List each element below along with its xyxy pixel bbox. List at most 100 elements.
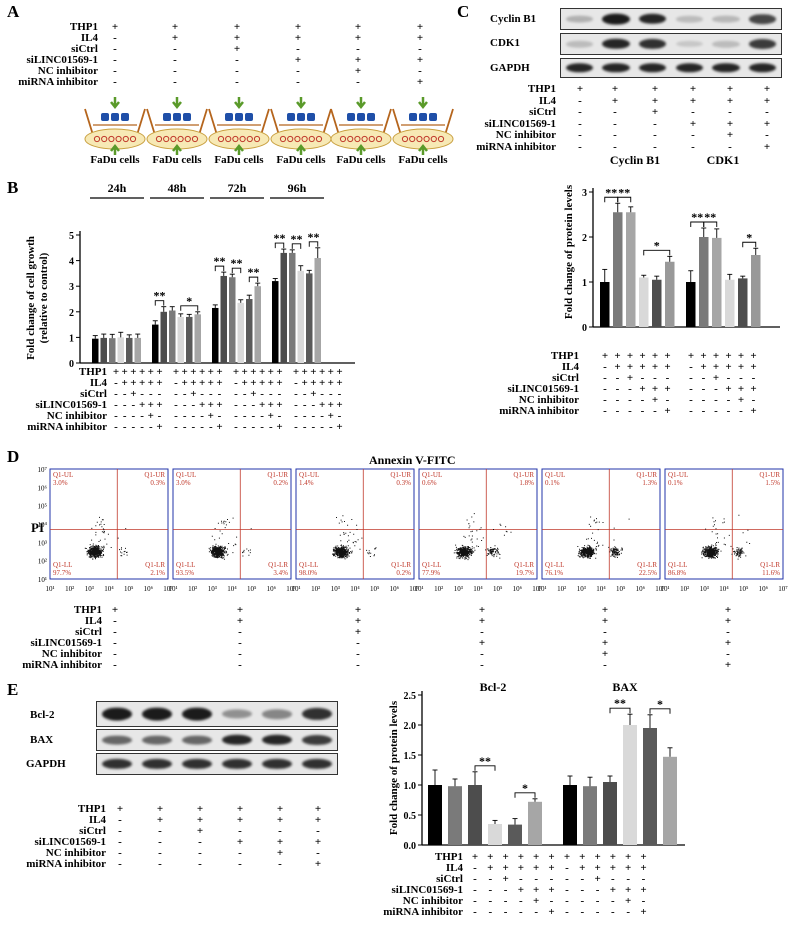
b-sig-2-stars: ** <box>214 254 226 268</box>
blotC1-band-5 <box>748 39 777 49</box>
flow-xtick-5-4: 10⁵ <box>739 585 749 593</box>
d-sign-r5-c5: + <box>724 659 732 671</box>
e-sign-g1-r3-c4: + <box>625 884 632 896</box>
b-sign-g2-r1-c1: + <box>241 377 248 389</box>
chartE-yticklabel-4: 2.0 <box>404 721 417 732</box>
b-sign-g3-r2-c0: - <box>294 388 298 400</box>
c-sign-g0-r5-c2: - <box>628 405 632 417</box>
flow-quad-ul-4-0: Q1-UL <box>545 471 565 479</box>
eblot-sign-r3-c0: - <box>118 836 122 848</box>
chartB-yticklabel-5: 5 <box>69 231 74 242</box>
flow-xtick-0-5: 10⁶ <box>144 585 154 593</box>
cblot-sign-r3-c1: - <box>613 117 617 130</box>
e-sig-0-bracket <box>474 765 496 771</box>
b-sign-g0-r4-c4: + <box>147 410 154 422</box>
b-sign-g1-r2-c2: + <box>190 388 197 400</box>
blot-label-gapdh-e: GAPDH <box>26 758 66 770</box>
blotC2-band-1 <box>602 63 630 73</box>
blotC2-band-3 <box>675 63 704 73</box>
blotC2-band-0 <box>565 63 594 73</box>
protein-level-chart-c: 0 1 2 3 Fold change of protein levels Cyclin … <box>563 153 780 334</box>
a-sign-r3-c3: + <box>294 54 302 66</box>
chartE-yticklabel-2: 1.0 <box>404 781 417 792</box>
flow-quad-lr-1-0: Q1-LR <box>268 561 288 569</box>
b-sign-g0-r4-c5: - <box>157 410 162 422</box>
e-ylabel: Fold change of protein levels <box>388 700 400 835</box>
b-sign-g2-r1-c4: + <box>267 377 274 389</box>
e-sign-g1-r2-c4: - <box>626 873 631 885</box>
c-sign-g1-r1-c5: + <box>750 361 757 373</box>
cblot-cond-label-4: NC inhibitor <box>495 129 556 141</box>
b-sign-g2-r5-c2: - <box>251 421 256 433</box>
c-cond-label-5: miRNA inhibitor <box>499 405 579 417</box>
e-sign-g1-r2-c5: - <box>641 873 646 885</box>
blotE1-band-3 <box>222 734 252 746</box>
chartB-bar-g1-s0 <box>152 324 159 363</box>
b-sign-g3-r0-c2: + <box>310 366 317 378</box>
b-sign-g0-r2-c1: - <box>122 388 127 400</box>
chartC-bar-g0-s4 <box>652 279 662 327</box>
e-sign-g1-r0-c0: + <box>563 851 571 863</box>
e-cond-label-0: THP1 <box>434 851 463 863</box>
e-sign-g0-r4-c0: - <box>473 895 477 907</box>
c-sign-g0-r3-c3: + <box>639 383 646 395</box>
e-sign-g0-r1-c3: + <box>517 862 525 874</box>
flow-plot-frame-3 <box>418 468 538 580</box>
a-thp1-cell-4-1 <box>357 113 365 121</box>
c-sign-g1-r2-c3: - <box>726 372 731 384</box>
d-cond-label-2: siCtrl <box>75 626 102 638</box>
eblot-cond-label-0: THP1 <box>77 803 106 815</box>
b-sig-3-bracket <box>231 267 242 274</box>
c-sign-g1-r4-c3: - <box>726 394 731 406</box>
a-insert-0 <box>84 108 146 136</box>
flow-quad-ll-2-0: Q1-LL <box>299 561 318 569</box>
e-sign-g1-r5-c1: - <box>580 906 585 918</box>
flow-quad-lr-4-0: Q1-LR <box>637 561 657 569</box>
eblot-sign-r0-c0: + <box>116 803 124 815</box>
a-sign-r3-c0: - <box>113 54 117 66</box>
blotC2-band-2 <box>638 63 667 73</box>
blotE2-band-1 <box>142 758 172 770</box>
flow-quad-ll-4-1: 76.1% <box>545 569 563 577</box>
b-sign-g1-r4-c2: - <box>191 410 196 422</box>
a-fadu-cell-2-5 <box>253 135 261 143</box>
d-sign-r5-c3: - <box>480 659 484 671</box>
chartE-bar-g0-s2 <box>468 785 482 845</box>
d-sign-r3-c1: - <box>238 637 242 649</box>
b-sign-g0-r2-c5: - <box>157 388 162 400</box>
d-cond-label-5: miRNA inhibitor <box>22 659 102 671</box>
eblot-sign-r4-c2: - <box>198 847 202 859</box>
a-arrow-up-3 <box>296 143 306 155</box>
cblot-sign-r0-c2: + <box>651 83 659 95</box>
c-sign-g1-r5-c3: - <box>726 405 731 417</box>
a-fadu-cell-0-1 <box>101 135 108 143</box>
d-sign-r2-c3: - <box>480 626 484 638</box>
a-sign-r1-c4: + <box>354 32 362 44</box>
blotC0-band-2 <box>638 13 667 25</box>
b-sign-g3-r2-c4: - <box>328 388 333 400</box>
eblot-sign-r3-c2: - <box>198 836 202 848</box>
cblot-cond-label-3: siLINC01569-1 <box>484 117 556 130</box>
d-sign-r3-c0: - <box>113 637 117 649</box>
blotC1-band-0 <box>565 40 594 48</box>
flow-xtick-4-4: 10⁵ <box>616 585 626 593</box>
flow-xtick-2-1: 10² <box>311 585 320 593</box>
e-sign-g0-r5-c0: - <box>473 906 477 918</box>
d-sign-r4-c5: - <box>726 648 730 660</box>
blotE1-band-1 <box>142 735 172 745</box>
e-sign-g0-r1-c4: + <box>533 862 540 874</box>
a-insert-4 <box>330 108 392 136</box>
a-sign-r1-c2: + <box>233 32 241 44</box>
b-sign-g1-r0-c0: + <box>172 366 180 378</box>
b-ylabel-line-0: Fold change of cell growth <box>25 236 37 360</box>
flow-xtick-5-2: 10³ <box>700 585 709 593</box>
a-fadu-cell-0-5 <box>129 135 137 143</box>
chartB-bar-g3-s1 <box>280 252 287 363</box>
b-sign-g0-r3-c5: + <box>156 399 163 411</box>
flow-quad-lr-0-1: 2.1% <box>150 569 165 577</box>
c-sign-g0-r2-c1: - <box>615 372 620 384</box>
c-sign-g1-r5-c2: - <box>714 405 718 417</box>
b-sign-g3-r2-c5: - <box>337 388 342 400</box>
chartE-bar-g0-s3 <box>488 824 502 845</box>
